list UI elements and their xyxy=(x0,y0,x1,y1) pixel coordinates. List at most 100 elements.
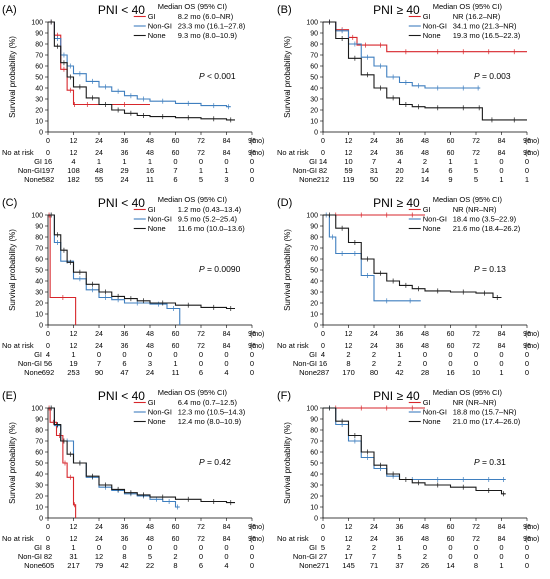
risk-value: 0 xyxy=(525,368,529,377)
risk-value: 0 xyxy=(474,350,478,359)
y-tick-label: 20 xyxy=(310,108,318,115)
y-tick-label: 70 xyxy=(310,439,318,446)
risk-value: 8 xyxy=(474,561,478,570)
risk-value: 2 xyxy=(173,552,177,561)
x-tick-label: 84 xyxy=(223,524,231,531)
risk-value: 3 xyxy=(148,359,152,368)
risk-value: 0 xyxy=(423,543,427,552)
risk-tick-label: 12 xyxy=(70,150,78,157)
risk-value: 0 xyxy=(199,552,203,561)
risk-tick-label: 72 xyxy=(197,150,205,157)
risk-value: 0 xyxy=(250,157,254,166)
p-value-symbol: P xyxy=(199,71,205,81)
risk-row-name: Non-GI xyxy=(18,359,42,368)
risk-tick-label: 24 xyxy=(95,343,103,350)
x-tick-label: 12 xyxy=(345,524,353,531)
risk-value: 22 xyxy=(395,175,403,184)
risk-value: 26 xyxy=(421,561,429,570)
y-tick-label: 10 xyxy=(310,312,318,319)
legend-series-name: Non-GI xyxy=(423,215,447,224)
risk-value: 5 xyxy=(199,175,203,184)
risk-value: 0 xyxy=(148,350,152,359)
x-tick-label: 60 xyxy=(172,138,180,145)
risk-value: 0 xyxy=(224,157,228,166)
p-value-text: = 0.42 xyxy=(205,457,232,467)
y-tick-label: 80 xyxy=(310,235,318,242)
risk-value: 0 xyxy=(250,166,254,175)
legend-header: Median OS (95% CI) xyxy=(433,195,503,204)
x-unit-label: (mo) xyxy=(525,524,539,531)
risk-value: 0 xyxy=(525,359,529,368)
risk-value: 0 xyxy=(199,350,203,359)
risk-tick-label: 60 xyxy=(447,536,455,543)
curve-gi xyxy=(48,407,77,518)
risk-value: 0 xyxy=(199,543,203,552)
curve-none xyxy=(323,21,527,121)
y-tick-label: 60 xyxy=(35,450,43,457)
x-tick-label: 12 xyxy=(70,331,78,338)
panel-title: PNI ≥ 40 xyxy=(373,3,420,17)
risk-value: 8 xyxy=(173,561,177,570)
risk-value: 0 xyxy=(224,552,228,561)
x-tick-label: 0 xyxy=(321,138,325,145)
risk-value: 16 xyxy=(44,157,52,166)
risk-value: 212 xyxy=(317,175,330,184)
legend-median: 18.8 mo (15.7–NR) xyxy=(453,408,517,417)
y-tick-label: 40 xyxy=(310,279,318,286)
risk-tick-label: 84 xyxy=(498,536,506,543)
risk-value: 79 xyxy=(95,561,103,570)
y-axis-title: Survival probability (%) xyxy=(283,36,292,118)
risk-tick-label: 96 xyxy=(248,343,256,350)
risk-unit-label: (mo) xyxy=(525,536,539,543)
risk-row-name: None xyxy=(24,368,42,377)
x-tick-label: 0 xyxy=(46,138,50,145)
x-tick-label: 96 xyxy=(248,331,256,338)
x-tick-label: 24 xyxy=(95,331,103,338)
x-tick-label: 48 xyxy=(421,331,429,338)
risk-value: 6 xyxy=(199,561,203,570)
y-tick-label: 50 xyxy=(35,75,43,82)
risk-value: 0 xyxy=(525,350,529,359)
risk-tick-label: 36 xyxy=(121,536,129,543)
x-tick-label: 84 xyxy=(498,524,506,531)
risk-tick-label: 0 xyxy=(321,150,325,157)
y-axis-title: Survival probability (%) xyxy=(283,229,292,311)
panel-label: (B) xyxy=(277,4,292,16)
risk-value: 20 xyxy=(395,166,403,175)
y-axis-title: Survival probability (%) xyxy=(8,36,17,118)
legend-series-name: Non-GI xyxy=(148,215,172,224)
legend-median: 12.3 mo (10.5–14.3) xyxy=(178,408,246,417)
y-tick-label: 60 xyxy=(310,450,318,457)
y-tick-label: 40 xyxy=(35,279,43,286)
legend-median: NR (NR–NR) xyxy=(453,205,497,214)
legend-median: 19.3 mo (16.5–22.3) xyxy=(453,31,521,40)
risk-tick-label: 24 xyxy=(95,150,103,157)
x-tick-label: 12 xyxy=(70,524,78,531)
risk-value: 42 xyxy=(395,368,403,377)
p-value-symbol: P xyxy=(199,457,205,467)
risk-tick-label: 12 xyxy=(345,343,353,350)
x-tick-label: 24 xyxy=(370,138,378,145)
risk-value: 0 xyxy=(448,552,452,561)
risk-value: 0 xyxy=(97,350,101,359)
risk-value: 6 xyxy=(448,166,452,175)
x-tick-label: 36 xyxy=(121,138,129,145)
legend-series-name: GI xyxy=(423,12,431,21)
risk-value: 7 xyxy=(372,552,376,561)
risk-tick-label: 24 xyxy=(95,536,103,543)
y-tick-label: 50 xyxy=(35,268,43,275)
risk-value: 2 xyxy=(372,350,376,359)
risk-tick-label: 0 xyxy=(46,536,50,543)
y-tick-label: 30 xyxy=(310,483,318,490)
x-unit-label: (mo) xyxy=(250,331,264,338)
risk-value: 582 xyxy=(42,175,55,184)
risk-value: 0 xyxy=(525,157,529,166)
risk-value: 5 xyxy=(474,166,478,175)
legend-median: 9.3 mo (8.0–10.9) xyxy=(178,31,238,40)
risk-value: 8 xyxy=(122,552,126,561)
x-tick-label: 36 xyxy=(121,331,129,338)
p-value-text: = 0.0090 xyxy=(205,264,241,274)
risk-value: 0 xyxy=(224,350,228,359)
x-tick-label: 0 xyxy=(46,524,50,531)
